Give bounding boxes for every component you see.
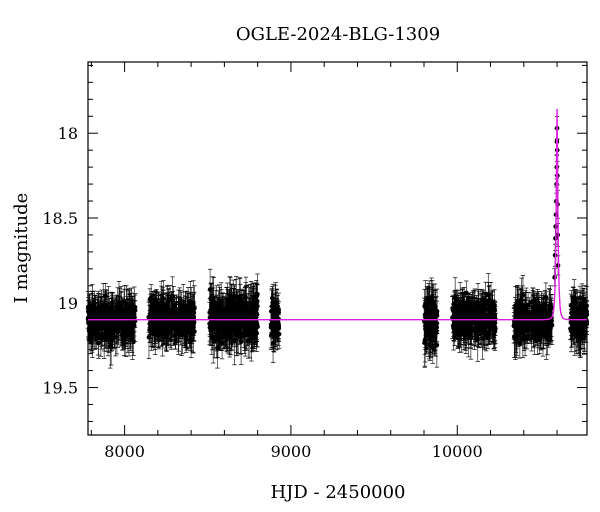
x-tick-label: 9000 (271, 442, 312, 461)
y-tick-label: 19 (58, 294, 78, 313)
y-tick-label: 19.5 (42, 379, 78, 398)
y-ticks: 18 18.5 19 19.5 (42, 64, 587, 422)
chart-title: OGLE-2024-BLG-1309 (236, 24, 440, 45)
x-tick-label: 8000 (104, 442, 145, 461)
plot-frame (87, 61, 588, 436)
y-tick-label: 18.5 (42, 209, 78, 228)
x-ticks: 8000 9000 10000 (90, 62, 558, 461)
x-tick-label: 10000 (432, 442, 483, 461)
y-tick-label: 18 (58, 124, 78, 143)
